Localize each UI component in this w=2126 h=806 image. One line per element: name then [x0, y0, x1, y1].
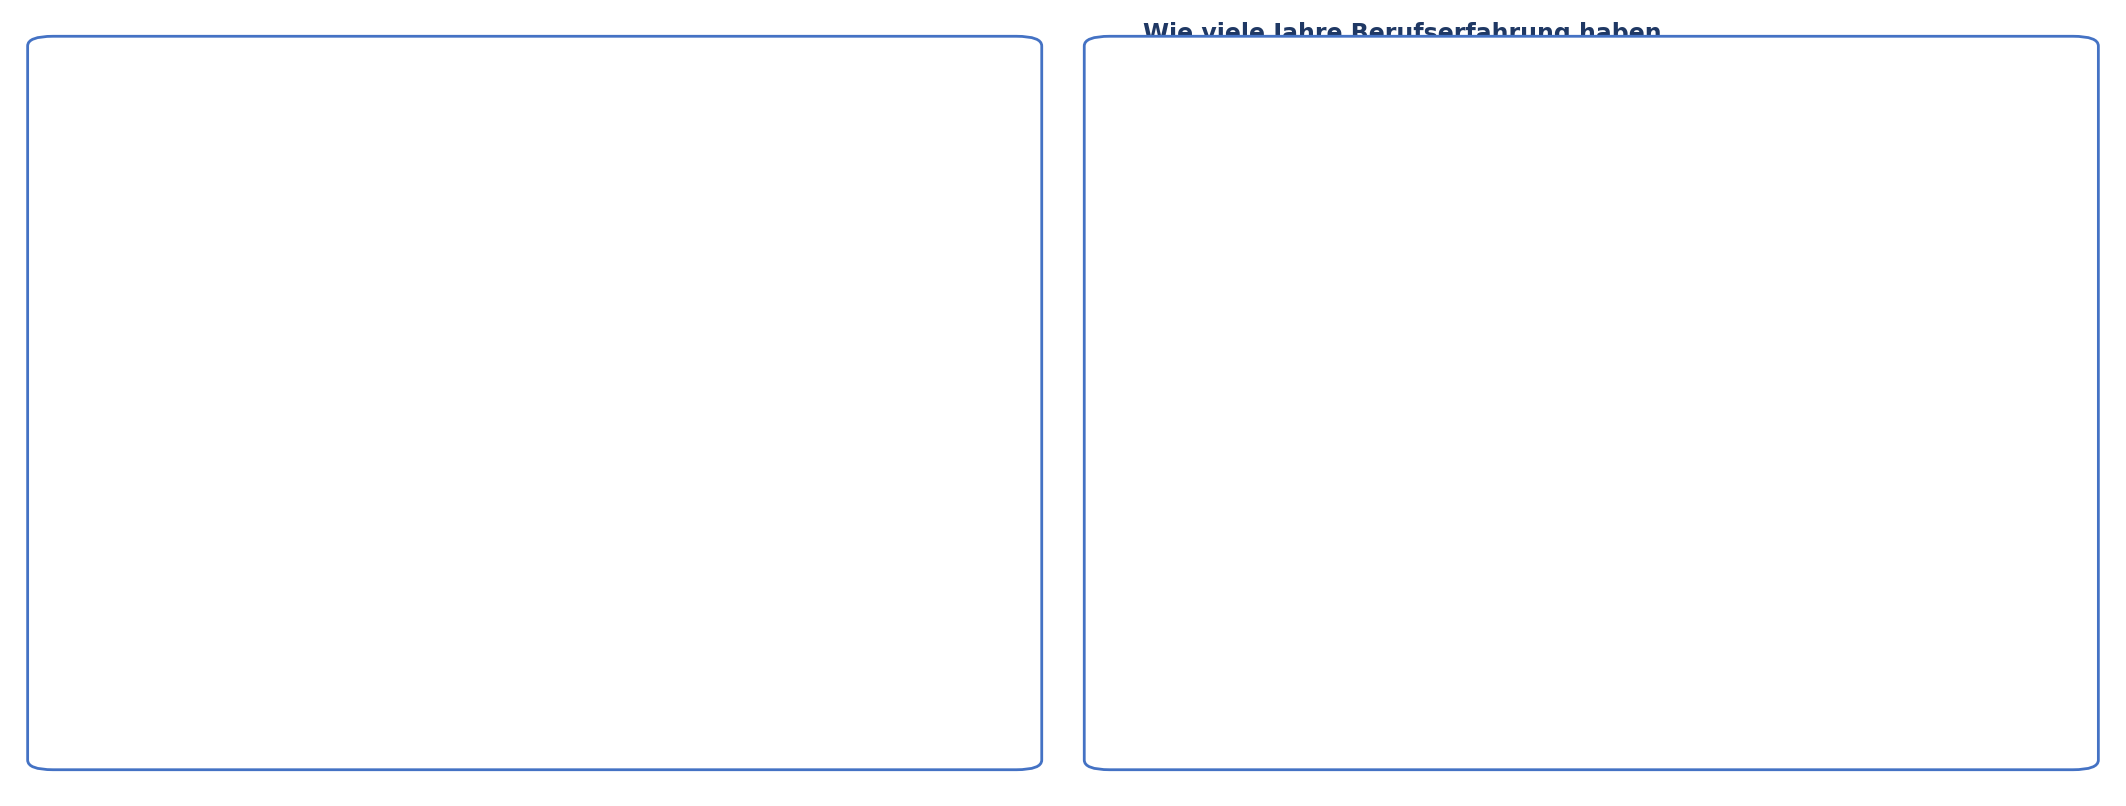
Wedge shape — [1437, 252, 1558, 372]
Wedge shape — [1403, 237, 1473, 328]
Legend: weniger als 5
Jahre, 5-10 Jahre, 11-25 Jahre, mehr als 25 Jahre: weniger als 5 Jahre, 5-10 Jahre, 11-25 J… — [1701, 326, 1892, 480]
Text: 43%: 43% — [463, 472, 587, 541]
Wedge shape — [347, 237, 459, 343]
Wedge shape — [285, 237, 347, 326]
Text: 12%: 12% — [395, 158, 463, 276]
Title: Wie alt sind Sie? (n = 473): Wie alt sind Sie? (n = 473) — [170, 50, 523, 74]
Wedge shape — [181, 248, 321, 561]
Text: 47%: 47% — [1465, 525, 1541, 638]
Wedge shape — [296, 282, 512, 569]
Text: 34%: 34% — [1159, 272, 1284, 337]
Text: 39%: 39% — [70, 401, 210, 421]
Wedge shape — [1263, 342, 1569, 569]
Text: 7%: 7% — [1433, 147, 1473, 270]
Text: 6%: 6% — [283, 145, 321, 269]
Wedge shape — [1237, 237, 1403, 492]
Legend: 15 bis 29, 30 bis 45, 46 bis 60, > 60: 15 bis 29, 30 bis 45, 46 bis 60, > 60 — [644, 337, 759, 469]
Title: Wie viele Jahre Berufserfahrung haben
Sie? (n = 473): Wie viele Jahre Berufserfahrung haben Si… — [1144, 23, 1663, 74]
Text: 12%: 12% — [1503, 220, 1609, 310]
